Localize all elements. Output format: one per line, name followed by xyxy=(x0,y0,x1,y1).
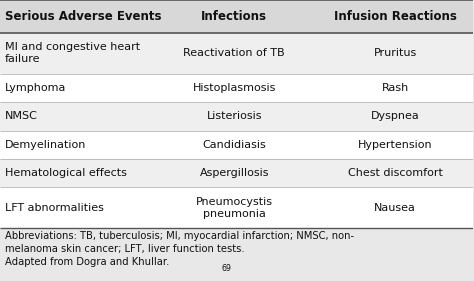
FancyBboxPatch shape xyxy=(0,131,473,159)
Text: Hypertension: Hypertension xyxy=(358,140,432,150)
FancyBboxPatch shape xyxy=(0,102,473,131)
FancyBboxPatch shape xyxy=(0,33,473,74)
Text: Serious Adverse Events: Serious Adverse Events xyxy=(5,10,161,23)
Text: Pneumocystis
pneumonia: Pneumocystis pneumonia xyxy=(196,197,273,219)
Text: Rash: Rash xyxy=(382,83,409,93)
Text: Demyelination: Demyelination xyxy=(5,140,86,150)
Text: Hematological effects: Hematological effects xyxy=(5,168,127,178)
FancyBboxPatch shape xyxy=(0,74,473,102)
Text: Lymphoma: Lymphoma xyxy=(5,83,66,93)
Text: Abbreviations: TB, tuberculosis; MI, myocardial infarction; NMSC, non-
melanoma : Abbreviations: TB, tuberculosis; MI, myo… xyxy=(5,231,354,267)
Text: Chest discomfort: Chest discomfort xyxy=(347,168,443,178)
Text: Listeriosis: Listeriosis xyxy=(207,111,262,121)
Text: Infections: Infections xyxy=(201,10,267,23)
Text: NMSC: NMSC xyxy=(5,111,37,121)
Text: LFT abnormalities: LFT abnormalities xyxy=(5,203,104,213)
Text: Reactivation of TB: Reactivation of TB xyxy=(183,48,285,58)
FancyBboxPatch shape xyxy=(0,228,473,281)
Text: Candidiasis: Candidiasis xyxy=(202,140,266,150)
Text: Aspergillosis: Aspergillosis xyxy=(200,168,269,178)
Text: Dyspnea: Dyspnea xyxy=(371,111,419,121)
Text: Nausea: Nausea xyxy=(374,203,416,213)
Text: 69: 69 xyxy=(221,264,231,273)
FancyBboxPatch shape xyxy=(0,159,473,187)
Text: Infusion Reactions: Infusion Reactions xyxy=(334,10,456,23)
FancyBboxPatch shape xyxy=(0,0,473,33)
FancyBboxPatch shape xyxy=(0,187,473,228)
Text: MI and congestive heart
failure: MI and congestive heart failure xyxy=(5,42,140,64)
Text: Pruritus: Pruritus xyxy=(374,48,417,58)
Text: Histoplasmosis: Histoplasmosis xyxy=(192,83,276,93)
